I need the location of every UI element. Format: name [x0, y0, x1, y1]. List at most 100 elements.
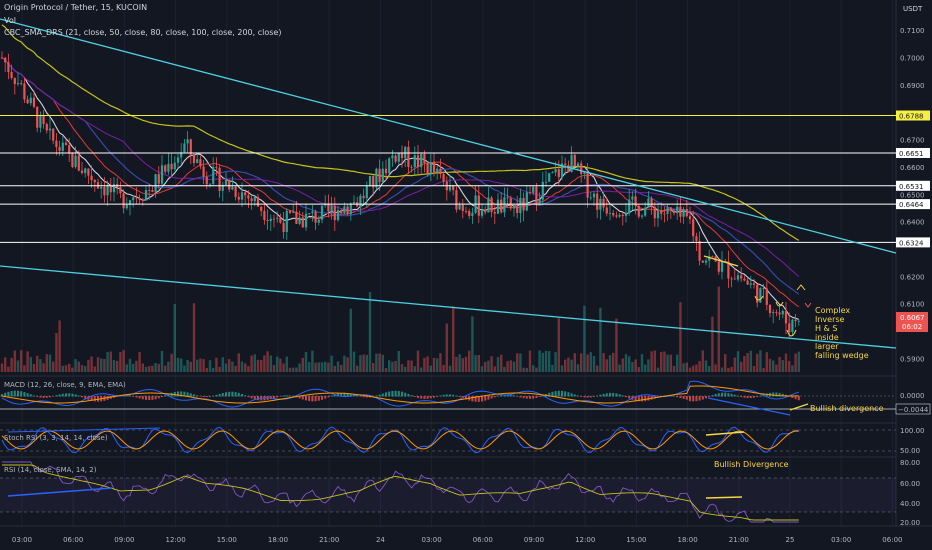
stoch-ticks: 100.00 50.00: [900, 427, 925, 455]
volume-bar: [599, 307, 602, 372]
macd-histogram-bar: [39, 396, 42, 398]
stoch-title: Stoch RSI (3, 3, 14, 14, close): [4, 434, 108, 442]
volume-bar: [404, 366, 407, 372]
volume-bar: [87, 359, 90, 372]
macd-histogram-bar: [733, 394, 736, 397]
macd-histogram-bar: [321, 396, 323, 400]
volume-bar: [100, 358, 103, 372]
symbol-title: Origin Protocol / Tether, 15, KUCOIN: [4, 3, 148, 12]
macd-histogram-bar: [407, 393, 410, 397]
macd-histogram-bar: [93, 396, 96, 402]
volume-bar: [333, 365, 336, 372]
macd-histogram-bar: [522, 396, 525, 399]
volume-bar: [292, 367, 295, 372]
volume-bar: [298, 363, 301, 372]
macd-histogram-bar: [401, 391, 403, 397]
candle-body: [586, 172, 589, 198]
volume-bar: [394, 360, 397, 372]
candle-body: [7, 62, 10, 72]
price-tick-2: 0.6900: [900, 82, 925, 90]
candle-body: [653, 206, 656, 219]
volume-bar: [471, 316, 474, 372]
volume-bar: [749, 350, 752, 372]
volume-bar: [429, 365, 432, 372]
volume-bar: [708, 365, 711, 372]
macd-histogram-bar: [778, 392, 781, 397]
volume-bar: [426, 356, 429, 372]
volume-bar: [253, 354, 256, 372]
volume-bar: [173, 303, 176, 372]
candle-body: [711, 256, 714, 258]
macd-histogram-bar: [573, 394, 576, 397]
volume-bar: [116, 360, 119, 372]
currency-label[interactable]: USDT: [903, 5, 923, 13]
macd-histogram-bar: [141, 396, 144, 400]
volume-bar: [634, 359, 637, 372]
candle-body: [436, 168, 439, 172]
time-tick-6: 21:00: [319, 536, 339, 544]
macd-histogram-bar: [7, 391, 10, 397]
candle-body: [701, 260, 704, 263]
volume-bar: [762, 367, 765, 372]
rsi-pane: [0, 461, 896, 523]
candle-body: [791, 319, 794, 333]
stoch-blue-trendline: [7, 427, 161, 433]
macd-histogram-bar: [157, 396, 160, 399]
candle-body: [346, 206, 349, 215]
macd-histogram-bar: [404, 392, 407, 397]
volume-bar: [740, 361, 743, 372]
macd-histogram-bar: [241, 393, 243, 397]
candle-body: [391, 155, 394, 159]
level-value-0: 0.6788: [899, 113, 924, 121]
volume-bar: [631, 362, 634, 372]
volume-bar: [304, 352, 308, 372]
candle-body: [512, 205, 516, 209]
macd-histogram-bar: [698, 396, 701, 401]
volume-bar: [420, 367, 423, 372]
candle-body: [592, 193, 596, 198]
volume-bar: [650, 351, 653, 372]
time-tick-14: 21:00: [729, 536, 749, 544]
volume-bar: [84, 366, 87, 372]
candle-body: [90, 175, 93, 180]
volume-bar: [439, 353, 442, 372]
macd-histogram-bar: [132, 396, 135, 397]
candle-body: [788, 323, 791, 333]
candle-body: [589, 197, 592, 199]
time-tick-4: 15:00: [217, 536, 237, 544]
macd-histogram-bar: [378, 394, 381, 397]
macd-divergence-line: [789, 403, 809, 411]
volume-bar: [295, 367, 298, 372]
volume-bar: [452, 306, 455, 372]
candle-body: [452, 185, 455, 191]
volume-bar: [154, 362, 157, 372]
volume-bar: [112, 360, 116, 372]
time-axis[interactable]: 03:00 06:00 09:00 12:00 15:00 18:00 21:00 24 03:…: [12, 536, 903, 544]
candle-body: [119, 187, 122, 194]
price-tick-6: 0.6400: [900, 219, 925, 227]
candle-body: [170, 163, 173, 170]
volume-bar: [573, 353, 576, 372]
volume-bar: [589, 352, 592, 372]
volume-bar: [548, 351, 551, 372]
macd-histogram-bar: [474, 396, 477, 402]
price-axis[interactable]: 0.7100 0.7000 0.6900 0.6700 0.6600 0.6500 0.64…: [900, 27, 925, 363]
volume-bar: [349, 308, 352, 372]
candle-body: [372, 175, 375, 188]
macd-tick-neg: −0.0044: [898, 406, 929, 414]
volume-bar: [704, 360, 708, 372]
candle-body: [199, 159, 202, 167]
macd-histogram-bar: [602, 393, 605, 397]
volume-bar: [0, 363, 4, 372]
volume-bar: [602, 353, 605, 372]
volume-bar: [205, 367, 208, 372]
macd-histogram-bar: [49, 396, 51, 398]
volume-bar: [656, 367, 660, 372]
volume-bars: [0, 286, 800, 372]
macd-histogram-bar: [705, 396, 707, 399]
volume-bar: [391, 361, 394, 372]
candle-body: [621, 214, 624, 217]
candle-body: [749, 283, 752, 285]
volume-bar: [605, 359, 608, 372]
